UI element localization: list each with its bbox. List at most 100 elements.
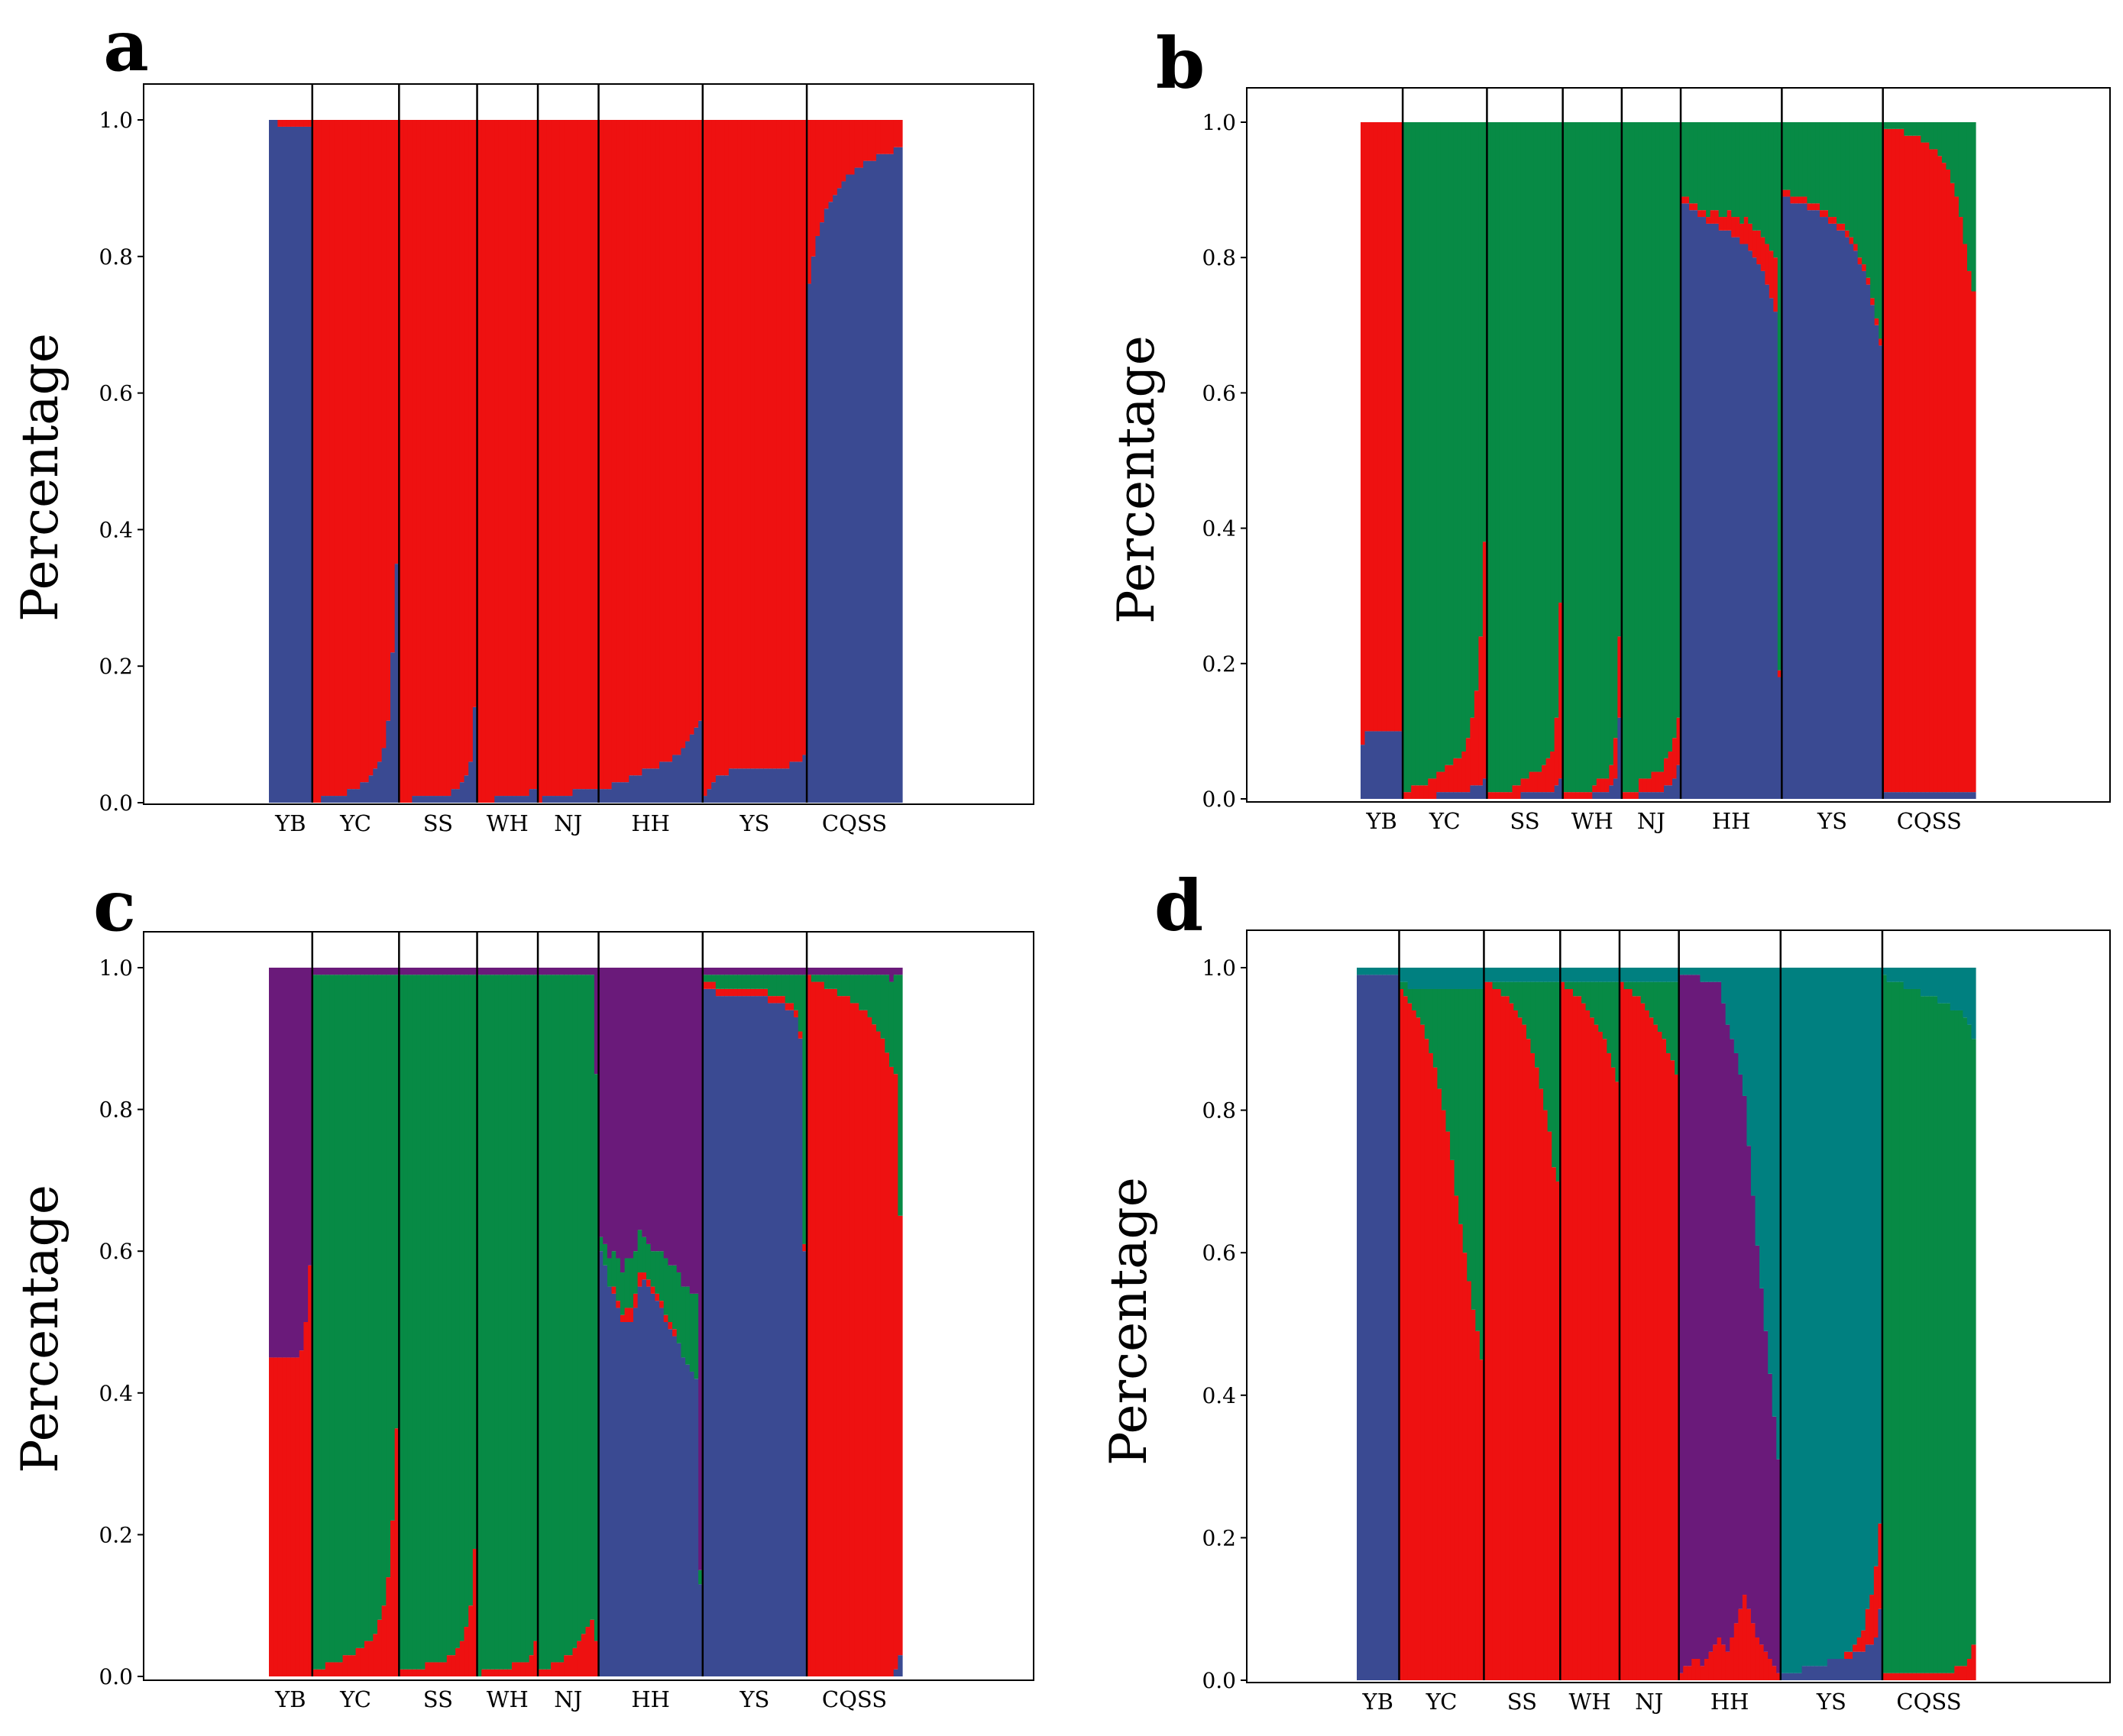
bar-segment-YB-5-k5 <box>1374 968 1379 975</box>
bar-segment-YB-10-k1 <box>1398 731 1403 799</box>
bar-segment-YC-7-k5 <box>1424 968 1429 989</box>
bar-segment-YS-2-k3 <box>707 975 712 982</box>
bar-segment-NJ-13-k3 <box>1670 981 1675 1061</box>
bar-segment-HH-4-k3 <box>1693 122 1698 204</box>
bar-segment-YC-7-k3 <box>1428 122 1433 779</box>
bar-segment-SS-2-k3 <box>1490 122 1497 793</box>
bar-segment-WH-11-k4 <box>520 968 526 975</box>
bar-segment-YB-3-k2 <box>1369 122 1374 732</box>
bar-segment-SS-13-k2 <box>1535 1067 1540 1680</box>
bar-segment-SS-6-k2 <box>1505 996 1510 1680</box>
bar-segment-HH-2-k3 <box>1684 122 1690 197</box>
bar-segment-YS-23-k2 <box>798 1031 804 1039</box>
bar-segment-NJ-9-k5 <box>1653 968 1659 982</box>
bar-segment-WH-4-k3 <box>1575 122 1581 793</box>
bar-segment-CQSS-16-k1 <box>872 160 877 803</box>
bar-segment-HH-21-k4 <box>685 968 691 1287</box>
bar-segment-HH-22-k5 <box>1768 968 1773 1374</box>
bar-segment-YS-9-k1 <box>1815 210 1820 799</box>
bar-segment-YC-10-k4 <box>351 968 357 975</box>
bar-segment-HH-14-k1 <box>1735 237 1740 799</box>
bar-segment-YB-5-k2 <box>286 120 291 127</box>
bar-segment-NJ-14-k2 <box>1675 1074 1680 1680</box>
x-category-label-SS: SS <box>423 810 453 836</box>
bar-segment-CQSS-22-k3 <box>1971 1039 1976 1645</box>
bar-segment-WH-12-k2 <box>525 1662 530 1676</box>
bar-segment-NJ-9-k3 <box>1653 981 1659 1025</box>
bar-segment-YS-12-k3 <box>750 975 756 989</box>
bar-segment-YS-10-k2 <box>741 988 747 997</box>
bar-segment-CQSS-5-k2 <box>824 120 830 209</box>
panel-letter: b <box>1156 22 1205 105</box>
bar-segment-SS-14-k3 <box>455 975 461 1648</box>
bar-segment-HH-10-k2 <box>1718 217 1723 231</box>
bar-segment-YS-9-k5 <box>1814 968 1820 1666</box>
bar-segment-CQSS-13-k3 <box>1933 122 1938 150</box>
bar-segment-YC-14-k2 <box>1457 758 1462 793</box>
bar-segment-HH-24-k2 <box>1777 670 1782 677</box>
bar-segment-WH-3-k3 <box>1571 122 1576 793</box>
bar-segment-NJ-9-k2 <box>1653 1024 1659 1680</box>
bar-segment-YS-8-k2 <box>1811 203 1817 211</box>
bar-segment-YS-14-k2 <box>759 988 764 997</box>
bar-segment-YC-5-k2 <box>1416 1017 1421 1680</box>
bar-segment-HH-14-k1 <box>655 768 660 803</box>
bar-segment-SS-9-k2 <box>1520 778 1526 793</box>
bar-segment-CQSS-1-k2 <box>807 975 812 1676</box>
bar-segment-YS-15-k1 <box>763 996 769 1676</box>
bar-segment-HH-13-k2 <box>1730 1637 1735 1680</box>
bar-segment-HH-20-k3 <box>1760 122 1765 238</box>
bar-segment-WH-5-k4 <box>494 968 500 975</box>
bar-segment-CQSS-1-k3 <box>1882 122 1888 129</box>
bar-segment-YB-9-k2 <box>303 120 309 127</box>
bar-segment-YB-8-k1 <box>299 126 305 803</box>
bar-segment-HH-22-k3 <box>689 1293 695 1372</box>
bar-segment-SS-7-k3 <box>425 975 430 1663</box>
bar-segment-YC-18-k2 <box>386 120 391 721</box>
bar-segment-YC-3-k3 <box>1407 988 1413 1004</box>
bar-segment-CQSS-12-k3 <box>1929 122 1934 150</box>
bar-segment-YC-4-k3 <box>1415 122 1420 786</box>
bar-segment-WH-9-k1 <box>511 796 517 803</box>
bar-segment-NJ-14-k3 <box>594 1074 600 1641</box>
bar-segment-HH-16-k3 <box>663 1258 668 1315</box>
bar-segment-CQSS-22-k1 <box>898 1655 903 1676</box>
bar-segment-SS-10-k2 <box>1522 1024 1527 1680</box>
bar-segment-HH-11-k1 <box>1723 230 1728 799</box>
bar-segment-HH-11-k2 <box>642 1272 647 1280</box>
bar-segment-YB-9-k1 <box>303 126 309 803</box>
bar-segment-WH-8-k2 <box>1590 1017 1595 1680</box>
bar-segment-YB-4-k2 <box>282 120 287 127</box>
bar-segment-CQSS-7-k1 <box>833 195 838 803</box>
bar-segment-SS-8-k5 <box>1513 968 1519 982</box>
bar-segment-HH-16-k1 <box>663 1322 668 1676</box>
bar-segment-YB-10-k2 <box>1398 122 1403 732</box>
bar-segment-HH-3-k2 <box>1687 1666 1692 1680</box>
bar-segment-YB-10-k2 <box>308 120 313 127</box>
bar-segment-YS-9-k3 <box>737 975 743 989</box>
bar-segment-SS-10-k1 <box>1525 792 1530 799</box>
bar-segment-WH-14-k3 <box>1617 122 1623 637</box>
bar-segment-SS-3-k3 <box>407 975 413 1670</box>
bar-segment-HH-9-k3 <box>1714 122 1720 211</box>
bar-segment-HH-22-k1 <box>689 734 695 803</box>
bar-segment-HH-8-k2 <box>1708 1651 1714 1680</box>
bar-segment-YS-21-k2 <box>789 1003 795 1010</box>
bar-segment-YB-10-k1 <box>1394 975 1400 1680</box>
bar-segment-HH-20-k1 <box>681 1357 686 1676</box>
bar-segment-WH-10-k5 <box>1598 968 1604 982</box>
x-category-label-NJ: NJ <box>1635 1689 1663 1715</box>
bar-segment-YS-3-k3 <box>711 975 717 982</box>
bar-segment-YS-11-k3 <box>746 975 751 989</box>
bar-segment-CQSS-19-k1 <box>1958 792 1964 799</box>
bar-segment-SS-13-k4 <box>451 968 456 975</box>
bar-segment-CQSS-13-k1 <box>859 167 864 803</box>
bar-segment-SS-17-k3 <box>1554 122 1559 718</box>
bar-segment-SS-10-k4 <box>438 968 443 975</box>
bar-segment-WH-5-k1 <box>494 796 500 803</box>
bar-segment-YC-7-k2 <box>1424 1039 1429 1680</box>
bar-segment-YS-11-k2 <box>746 120 751 769</box>
bar-segment-HH-15-k3 <box>659 1251 665 1301</box>
bar-segment-CQSS-2-k3 <box>1887 122 1892 129</box>
